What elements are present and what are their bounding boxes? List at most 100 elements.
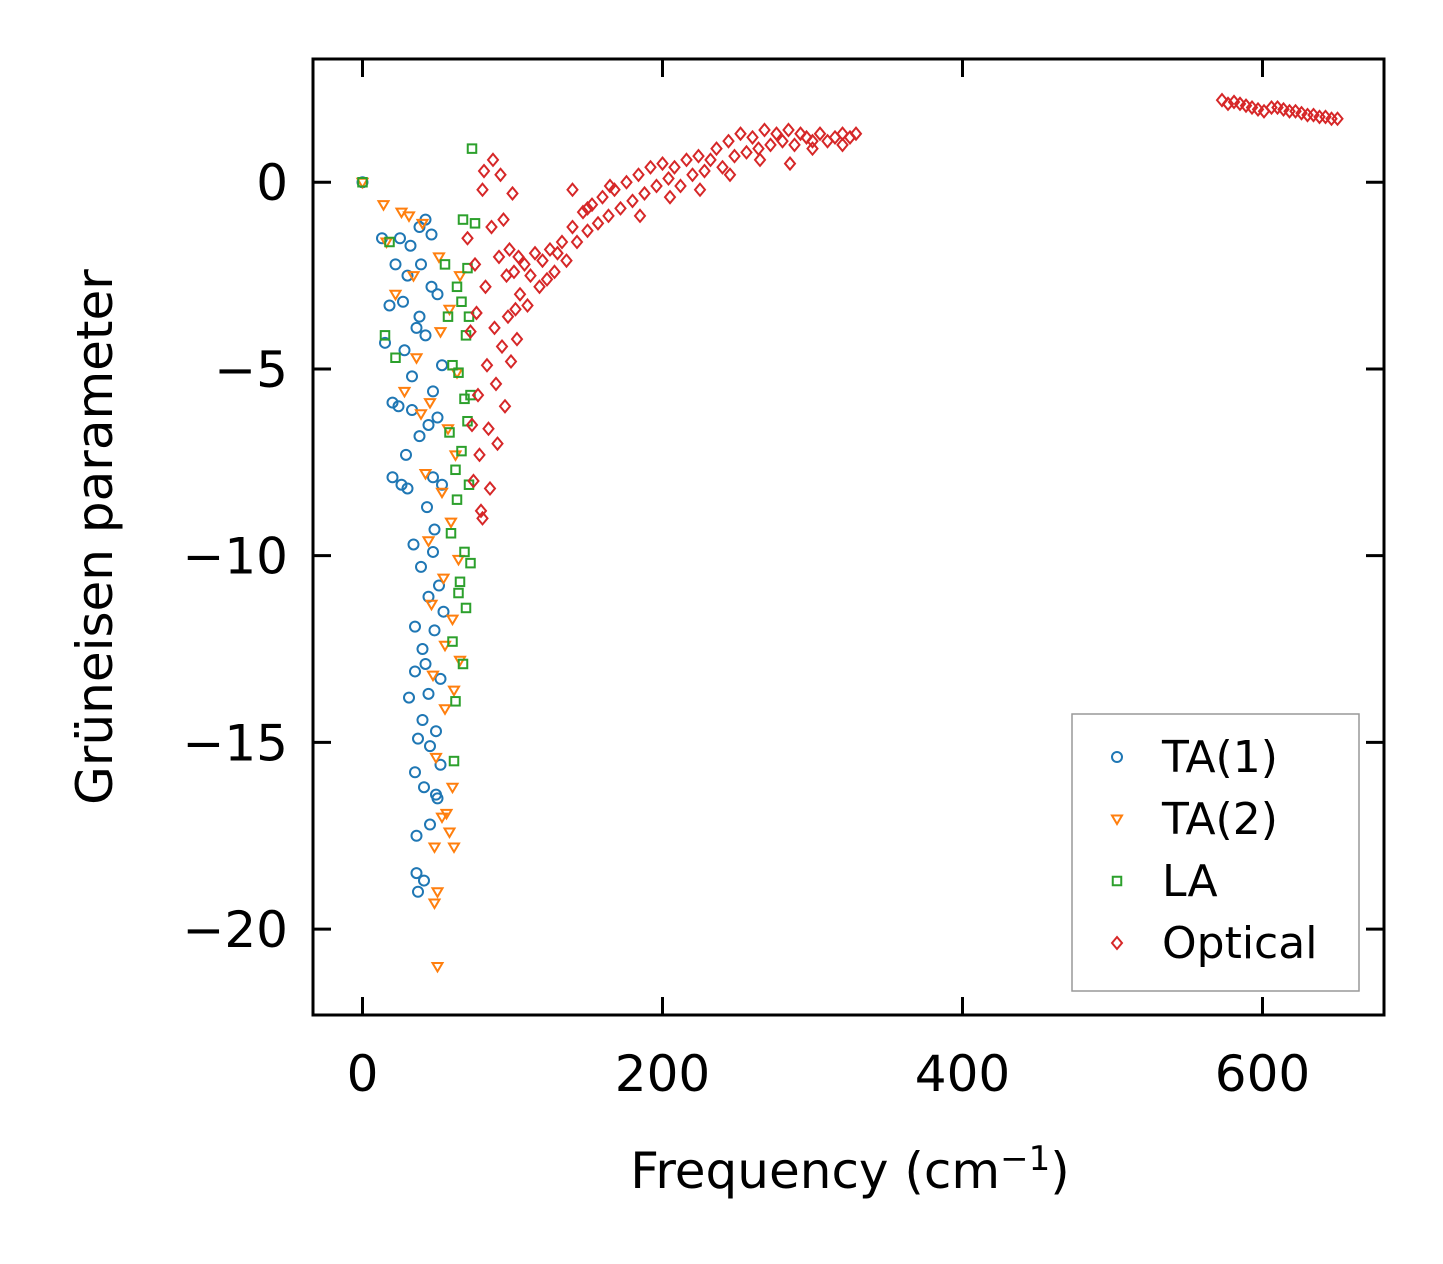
y-tick-label: 0 <box>256 154 288 212</box>
data-point <box>656 156 669 172</box>
data-point <box>794 126 807 142</box>
data-point <box>551 245 564 261</box>
data-point <box>412 732 424 745</box>
data-point <box>1221 96 1235 112</box>
data-point <box>418 781 430 794</box>
data-point <box>464 324 477 340</box>
data-point <box>650 178 663 194</box>
data-point <box>560 253 573 269</box>
data-point <box>403 691 415 704</box>
legend-label: TA(1) <box>1161 732 1278 783</box>
data-point <box>419 329 432 342</box>
data-point <box>576 204 590 220</box>
data-point <box>426 670 440 683</box>
data-point <box>397 386 412 399</box>
data-point <box>591 215 605 231</box>
data-point <box>521 297 534 314</box>
y-tick-label: −10 <box>182 528 288 586</box>
data-point <box>423 398 437 410</box>
data-point <box>497 212 510 228</box>
data-point <box>528 245 542 261</box>
axis-ticks: 0 200 400 600 0 −5 −10 −15 −20 <box>182 59 1384 1103</box>
x-tick-label: 0 <box>347 1045 379 1103</box>
data-point <box>400 448 412 461</box>
data-point <box>398 344 411 357</box>
data-point <box>465 417 479 433</box>
data-point <box>543 241 557 258</box>
data-point <box>491 436 504 452</box>
data-point <box>444 517 458 530</box>
data-point <box>451 281 463 293</box>
data-point <box>436 359 448 372</box>
data-point <box>409 665 421 678</box>
data-point <box>806 141 819 157</box>
data-point <box>463 311 475 322</box>
data-point <box>479 279 492 295</box>
data-point <box>397 295 409 308</box>
data-marks <box>355 92 1344 974</box>
data-point <box>668 159 681 175</box>
data-point <box>495 338 509 355</box>
data-point <box>410 867 423 880</box>
data-point <box>376 200 391 212</box>
data-point <box>483 480 497 497</box>
data-point <box>435 487 449 500</box>
data-point <box>447 636 458 647</box>
legend-label: Optical <box>1162 918 1317 969</box>
data-point <box>626 193 639 209</box>
data-point <box>614 200 627 216</box>
data-point <box>406 370 418 383</box>
data-point <box>424 818 436 831</box>
data-point <box>770 126 783 142</box>
data-point <box>716 159 729 175</box>
plot-frame <box>311 57 1386 1017</box>
data-point <box>540 271 554 287</box>
legend-label: LA <box>1162 856 1218 907</box>
data-point <box>758 122 771 138</box>
data-point <box>445 528 457 539</box>
data-point <box>406 271 421 283</box>
data-point <box>386 471 399 484</box>
data-point <box>632 167 645 183</box>
data-point <box>740 144 753 160</box>
data-point <box>451 554 466 567</box>
data-point <box>512 249 525 265</box>
data-point <box>357 176 368 188</box>
data-point <box>800 129 813 145</box>
data-point <box>457 214 469 225</box>
data-point <box>459 546 470 558</box>
data-point <box>410 829 423 842</box>
data-point <box>427 545 439 558</box>
data-point <box>536 253 549 269</box>
data-point <box>414 409 428 421</box>
x-tick-label: 200 <box>615 1045 710 1103</box>
data-point <box>489 376 503 392</box>
y-tick-label: −20 <box>182 901 288 959</box>
data-point <box>433 327 448 339</box>
data-point <box>435 812 449 825</box>
data-point <box>418 874 430 887</box>
data-point <box>620 174 633 190</box>
data-point <box>753 152 767 168</box>
data-point <box>486 152 500 168</box>
data-point <box>566 182 579 198</box>
data-point <box>430 961 445 974</box>
data-point <box>447 842 461 854</box>
data-point <box>509 301 522 317</box>
data-point <box>434 758 447 771</box>
data-point <box>438 704 452 716</box>
data-point <box>390 352 401 363</box>
data-point <box>476 182 489 198</box>
data-point <box>425 228 438 241</box>
data-point <box>596 189 609 205</box>
data-point <box>383 299 396 312</box>
data-point <box>533 279 546 295</box>
legend-marker-ta-1 <box>1111 751 1123 763</box>
data-point <box>465 389 476 401</box>
data-point <box>379 336 391 349</box>
data-point <box>602 208 615 224</box>
data-point <box>427 385 439 398</box>
data-point <box>467 473 480 489</box>
data-point <box>422 418 435 431</box>
series-la <box>357 143 481 767</box>
